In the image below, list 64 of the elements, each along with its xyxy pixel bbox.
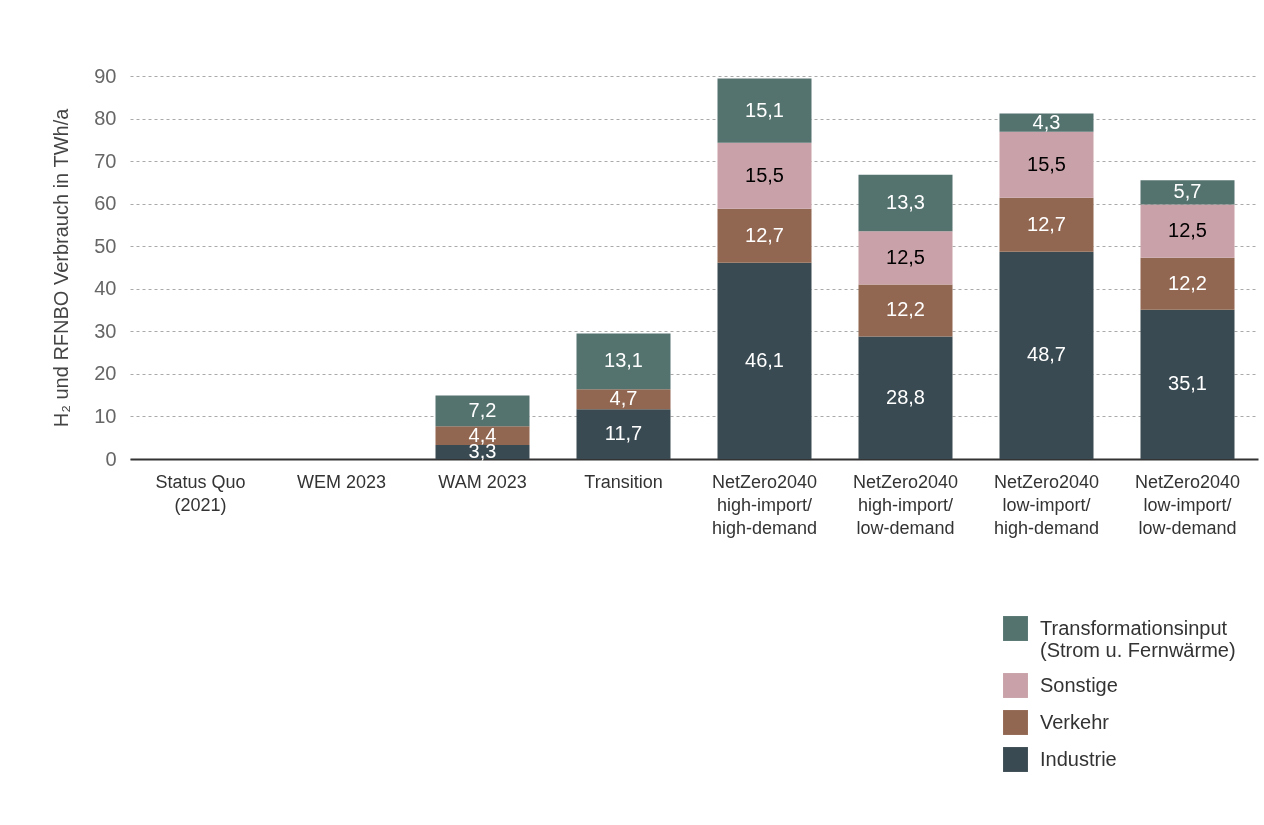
y-tick-label: 50 — [94, 234, 117, 257]
data-label: 35,1 — [1168, 372, 1207, 395]
bar — [1140, 257, 1235, 310]
bar — [858, 336, 953, 459]
legend-label: Transformationsinput (Strom u. Fernwärme) — [1040, 616, 1236, 661]
data-label: 12,5 — [886, 245, 925, 268]
bar — [1140, 309, 1235, 459]
y-tick-label: 90 — [94, 64, 117, 87]
bar — [435, 426, 530, 445]
data-label: 15,5 — [1027, 152, 1066, 175]
bar — [1140, 204, 1235, 258]
bar — [717, 78, 812, 143]
data-label: 4,3 — [1032, 110, 1061, 133]
legend-label: Verkehr — [1040, 710, 1110, 733]
y-tick-label: 40 — [94, 277, 117, 300]
bar — [999, 197, 1094, 252]
bar — [999, 251, 1094, 459]
data-label: 4,7 — [609, 387, 638, 410]
data-label: 46,1 — [745, 348, 784, 371]
bar — [717, 262, 812, 459]
data-label: 12,7 — [745, 223, 784, 246]
data-label: 11,7 — [604, 422, 643, 445]
x-tick-label: WEM 2023 — [296, 471, 387, 492]
data-label: 28,8 — [886, 385, 925, 408]
data-label: 13,1 — [604, 349, 643, 372]
y-tick-label: 10 — [94, 404, 117, 427]
x-tick-label: Transition — [584, 471, 663, 492]
legend-label: Sonstige — [1040, 673, 1118, 696]
data-label: 7,2 — [468, 398, 497, 421]
data-label: 12,2 — [886, 298, 925, 321]
y-tick-label: 20 — [94, 362, 117, 385]
data-label: 12,7 — [1027, 212, 1066, 235]
x-tick-label: NetZero2040 high-import/ low-demand — [852, 471, 959, 538]
y-tick-label: 60 — [94, 192, 117, 215]
legend-label: Industrie — [1040, 747, 1117, 770]
bar — [858, 231, 953, 285]
bar — [858, 174, 953, 232]
data-label: 15,5 — [745, 163, 784, 186]
x-tick-label: NetZero2040 low-import/ low-demand — [1134, 471, 1241, 538]
data-label: 15,1 — [745, 98, 784, 121]
x-tick-label: NetZero2040 low-import/ high-demand — [993, 471, 1100, 538]
bar — [717, 142, 812, 209]
bar — [576, 389, 671, 410]
bar — [717, 208, 812, 263]
bar — [435, 395, 530, 427]
x-tick-label: NetZero2040 high-import/ high-demand — [711, 471, 818, 538]
data-label: 5,7 — [1173, 180, 1202, 203]
bar — [576, 333, 671, 390]
bar — [858, 284, 953, 337]
x-tick-label: Status Quo (2021) — [155, 471, 246, 515]
y-tick-label: 30 — [94, 319, 117, 342]
data-label: 48,7 — [1027, 343, 1066, 366]
bar — [999, 131, 1094, 198]
x-tick-label: WAM 2023 — [438, 471, 527, 492]
y-tick-label: 70 — [94, 149, 117, 172]
data-label: 12,2 — [1168, 271, 1207, 294]
y-tick-label: 0 — [105, 447, 117, 470]
data-label: 12,5 — [1168, 219, 1207, 242]
bar — [999, 113, 1094, 132]
bar — [1140, 180, 1235, 205]
y-axis-title: H₂ und RFNBO Verbrauch in TWh/a — [50, 107, 73, 428]
data-label: 13,3 — [886, 191, 925, 214]
bar — [576, 409, 671, 459]
y-tick-label: 80 — [94, 107, 117, 130]
